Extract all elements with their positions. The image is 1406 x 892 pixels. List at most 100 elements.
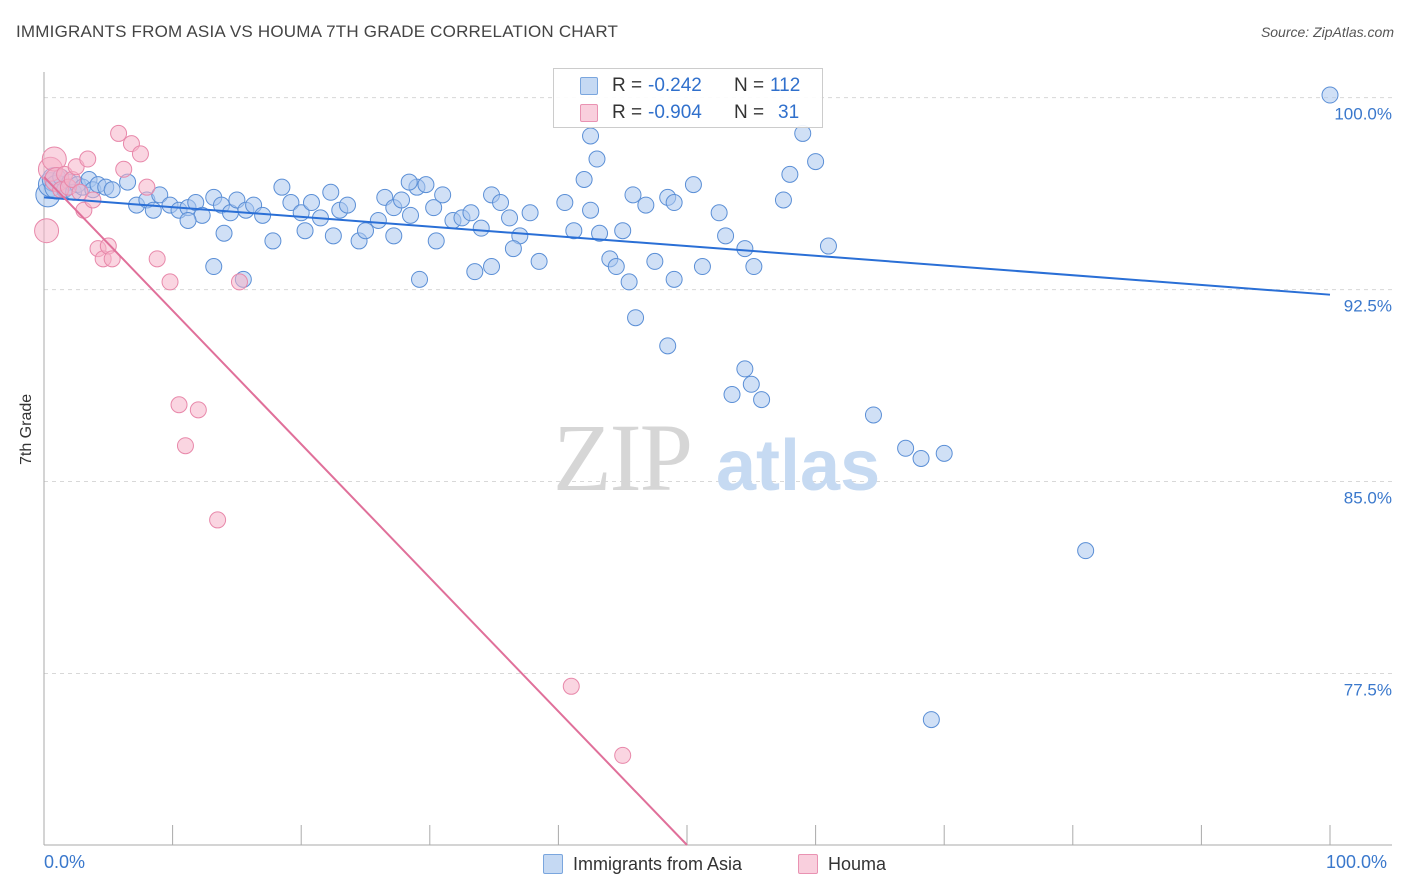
series-houma	[34, 124, 632, 764]
asia-point	[710, 204, 728, 222]
asia-point	[483, 258, 501, 276]
asia-point	[322, 183, 340, 201]
asia-point	[781, 165, 799, 183]
asia-point	[282, 194, 300, 212]
x-tick-label-min: 0.0%	[44, 852, 86, 872]
y-tick-labels: 100.0% 92.5% 85.0% 77.5%	[1334, 105, 1392, 700]
asia-point	[935, 444, 953, 462]
houma-legend-swatch	[798, 854, 818, 874]
asia-point	[665, 270, 683, 288]
houma-point	[209, 511, 227, 529]
asia-point	[273, 178, 291, 196]
asia-point	[151, 186, 169, 204]
asia-point	[400, 173, 418, 191]
asia-point	[627, 309, 645, 327]
asia-point	[742, 375, 760, 393]
n-label: N =	[734, 102, 765, 123]
asia-point	[296, 222, 314, 240]
asia-point	[665, 194, 683, 212]
houma-point	[614, 746, 632, 764]
asia-point	[264, 232, 282, 250]
asia-point	[1321, 86, 1339, 104]
houma-point	[562, 677, 580, 695]
houma-point	[79, 150, 97, 168]
asia-point	[745, 258, 763, 276]
asia-point	[717, 227, 735, 245]
n-value: 112	[770, 75, 801, 96]
asia-point	[530, 252, 548, 270]
asia-point	[215, 224, 233, 242]
asia-point	[624, 186, 642, 204]
asia-point	[492, 194, 510, 212]
houma-point	[103, 250, 121, 268]
asia-point	[684, 176, 702, 194]
houma-trendline	[43, 176, 688, 846]
asia-point	[588, 150, 606, 168]
houma-point	[34, 218, 60, 244]
asia-point	[659, 337, 677, 355]
asia-point	[411, 270, 429, 288]
houma-point	[148, 250, 166, 268]
houma-point	[189, 401, 207, 419]
asia-point	[338, 196, 356, 214]
asia-point	[103, 181, 121, 199]
asia-point	[393, 191, 411, 209]
r-label: R =	[612, 102, 643, 123]
watermark-zip: ZIP	[553, 404, 691, 511]
r-value: -0.242	[648, 75, 702, 96]
asia-point	[385, 227, 403, 245]
asia-point	[466, 263, 484, 281]
r-value: -0.904	[648, 102, 702, 123]
asia-point	[501, 209, 519, 227]
asia-point	[912, 450, 930, 467]
asia-swatch	[580, 77, 598, 95]
asia-legend-swatch	[543, 854, 563, 874]
asia-point	[723, 386, 741, 404]
asia-point	[575, 171, 593, 189]
asia-point	[425, 199, 443, 217]
asia-point	[753, 391, 771, 409]
houma-point	[170, 396, 188, 414]
houma-point	[115, 160, 133, 178]
asia-point	[591, 224, 609, 242]
asia-point	[472, 219, 490, 237]
asia-point	[427, 232, 445, 250]
asia-point	[693, 258, 711, 276]
asia-point	[369, 211, 387, 229]
asia-point	[736, 360, 754, 378]
axes	[43, 72, 1392, 846]
stats-legend: R = -0.242 N = 112 R = -0.904 N = 31	[553, 68, 823, 128]
asia-point	[179, 211, 197, 229]
houma-swatch	[580, 104, 598, 122]
asia-point	[819, 237, 837, 255]
asia-point	[897, 439, 915, 457]
asia-point	[582, 201, 600, 219]
asia-point	[736, 240, 754, 258]
grid-lines	[44, 97, 1392, 675]
asia-point	[620, 273, 638, 291]
asia-point	[922, 711, 940, 729]
houma-point	[176, 437, 194, 455]
asia-trendline	[43, 196, 1331, 296]
legend-label-houma: Houma	[828, 854, 887, 874]
houma-point	[161, 273, 179, 291]
y-tick-label: 100.0%	[1334, 105, 1392, 124]
watermark: ZIP atlas	[553, 404, 880, 511]
asia-point	[402, 206, 420, 224]
asia-point	[646, 252, 664, 270]
legend-label-asia: Immigrants from Asia	[573, 854, 743, 874]
asia-point	[565, 222, 583, 240]
asia-point	[556, 194, 574, 212]
houma-point	[131, 145, 149, 163]
y-tick-label: 77.5%	[1344, 681, 1392, 700]
asia-point	[864, 406, 882, 424]
chart-title: IMMIGRANTS FROM ASIA VS HOUMA 7TH GRADE …	[16, 22, 619, 41]
y-tick-label: 85.0%	[1344, 489, 1392, 508]
asia-point	[614, 222, 632, 240]
n-value: 31	[778, 102, 800, 123]
asia-point	[637, 196, 655, 214]
trendlines	[43, 176, 1331, 846]
asia-point	[1077, 542, 1095, 560]
houma-point	[138, 178, 156, 196]
